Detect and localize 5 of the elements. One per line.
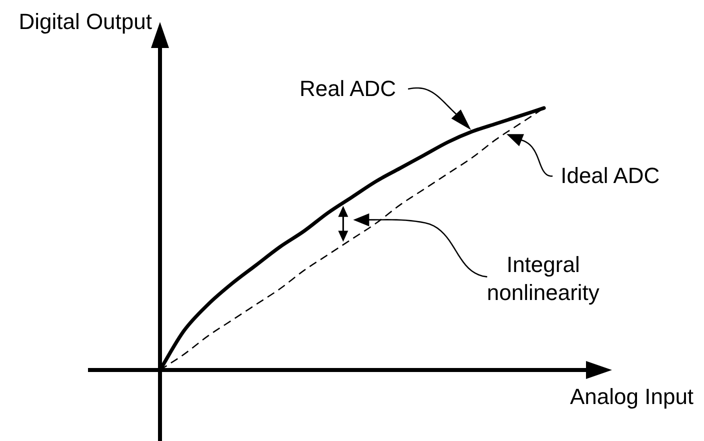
annotation: Integral nonlinearity [486, 250, 600, 308]
text: Real ADC [299, 76, 396, 102]
text: Ideal ADC [560, 163, 660, 188]
x-axis-title: Analog Input [570, 384, 694, 410]
y-axis-title: Digital Output [18, 9, 152, 34]
